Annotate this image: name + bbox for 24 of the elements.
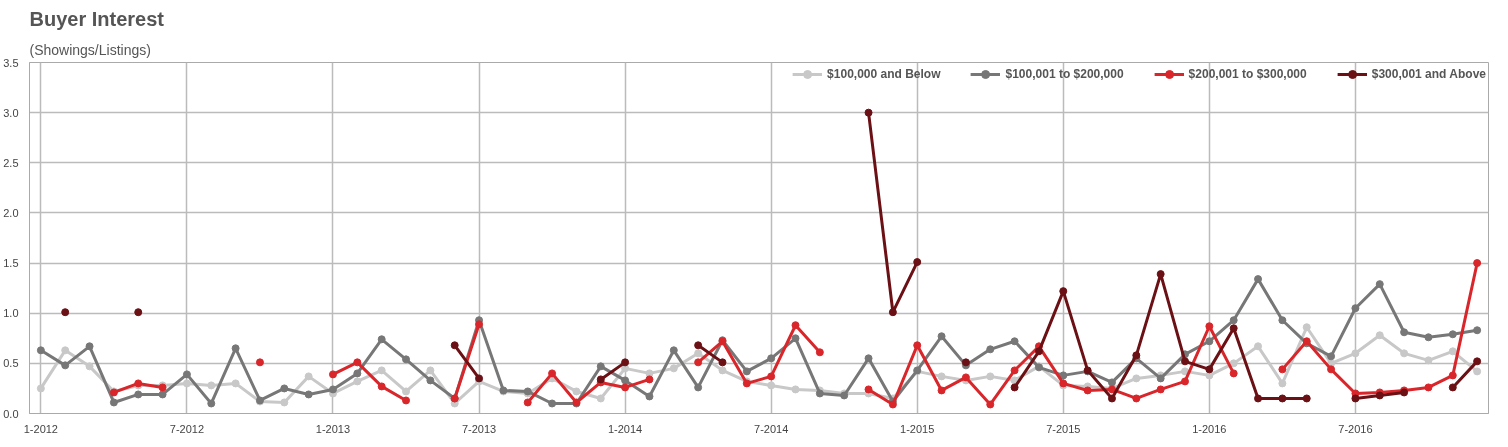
x-tick-label: 7-2012 <box>169 422 205 435</box>
chart-subtitle: (Showings/Listings) <box>29 41 151 58</box>
x-tick-label: 1-2012 <box>23 422 58 435</box>
x-tick-label: 7-2015 <box>1046 422 1081 435</box>
x-tick-label: 7-2016 <box>1338 422 1373 435</box>
y-tick-label: 1.0 <box>3 307 19 320</box>
chart-title: Buyer Interest <box>29 7 165 30</box>
y-tick-label: 0.5 <box>3 357 19 370</box>
legend-label: $300,001 and Above <box>1371 67 1486 81</box>
legend-label: $200,001 to $300,000 <box>1188 67 1307 81</box>
legend-label: $100,000 and Below <box>827 67 941 81</box>
y-tick-label: 2.0 <box>3 206 19 219</box>
x-tick-label: 1-2014 <box>607 422 643 435</box>
x-tick-label: 1-2015 <box>900 422 935 435</box>
y-tick-label: 0.0 <box>3 407 19 420</box>
y-tick-label: 3.0 <box>3 106 19 119</box>
y-tick-label: 1.5 <box>3 257 19 270</box>
y-tick-label: 3.5 <box>3 56 19 69</box>
legend-label: $100,001 to $200,000 <box>1005 67 1124 81</box>
x-tick-label: 1-2013 <box>315 422 351 435</box>
y-tick-label: 2.5 <box>3 156 19 169</box>
x-tick-label: 7-2013 <box>461 422 497 435</box>
x-tick-label: 7-2014 <box>754 422 789 435</box>
x-tick-label: 1-2016 <box>1192 422 1227 435</box>
